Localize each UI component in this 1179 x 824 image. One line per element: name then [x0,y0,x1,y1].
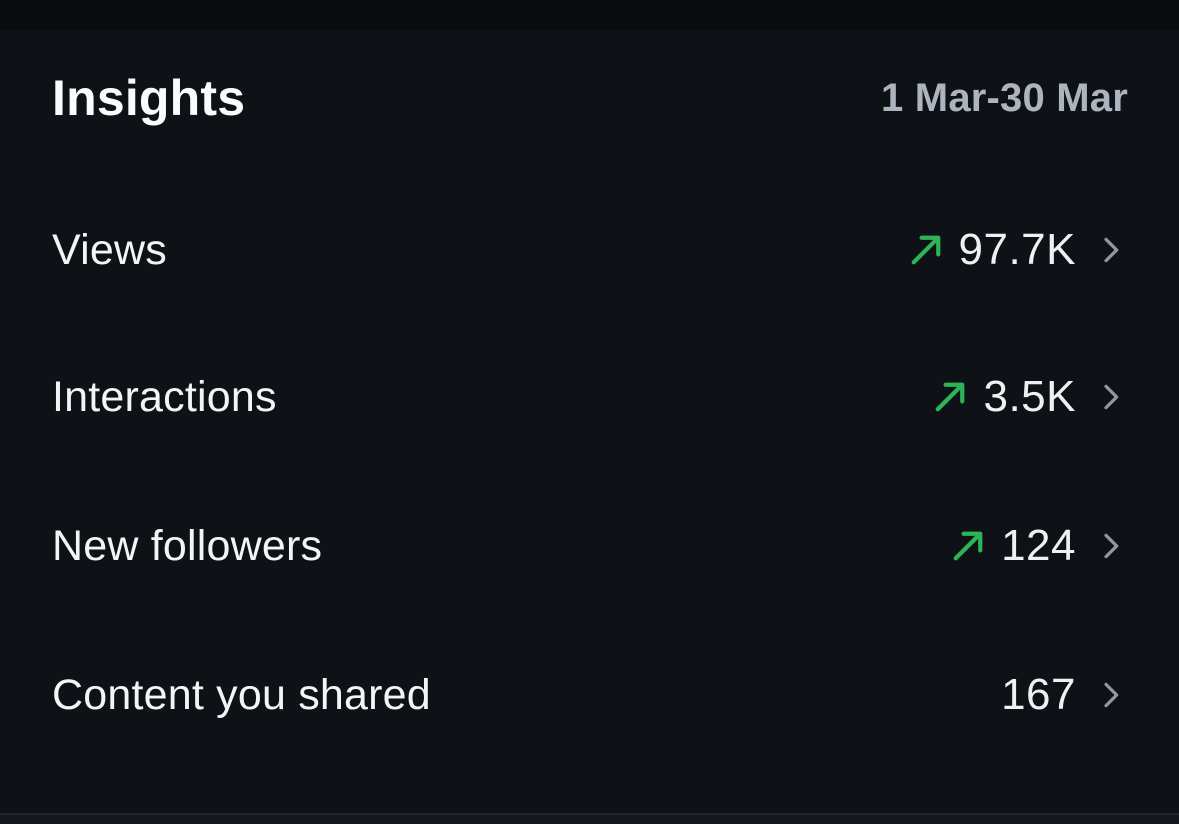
trend-up-arrow-icon [905,229,947,271]
row-value: 3.5K [983,372,1076,421]
chevron-right-icon [1094,527,1128,565]
chevron-right-icon [1094,231,1128,269]
row-label: Views [52,225,167,274]
next-section-edge [0,815,1179,824]
insight-row-new-followers[interactable]: New followers 124 [52,509,1128,583]
row-value: 124 [1001,521,1076,570]
bottom-section-divider [0,813,1179,815]
chevron-right-icon [1094,378,1128,416]
insight-row-interactions[interactable]: Interactions 3.5K [52,360,1128,434]
trend-up-arrow-icon [947,525,989,567]
row-label: New followers [52,521,323,570]
row-value: 97.7K [958,225,1076,274]
date-range-label: 1 Mar-30 Mar [881,75,1128,120]
row-label: Interactions [52,372,277,421]
row-value: 167 [1001,670,1076,719]
insights-header: Insights 1 Mar-30 Mar [52,66,1128,130]
insight-row-content-you-shared[interactable]: Content you shared 167 [52,658,1128,732]
top-section-divider [0,0,1179,30]
row-label: Content you shared [52,670,431,719]
trend-up-arrow-icon [929,376,971,418]
page-title: Insights [52,70,246,126]
insight-row-views[interactable]: Views 97.7K [52,213,1128,287]
chevron-right-icon [1094,676,1128,714]
